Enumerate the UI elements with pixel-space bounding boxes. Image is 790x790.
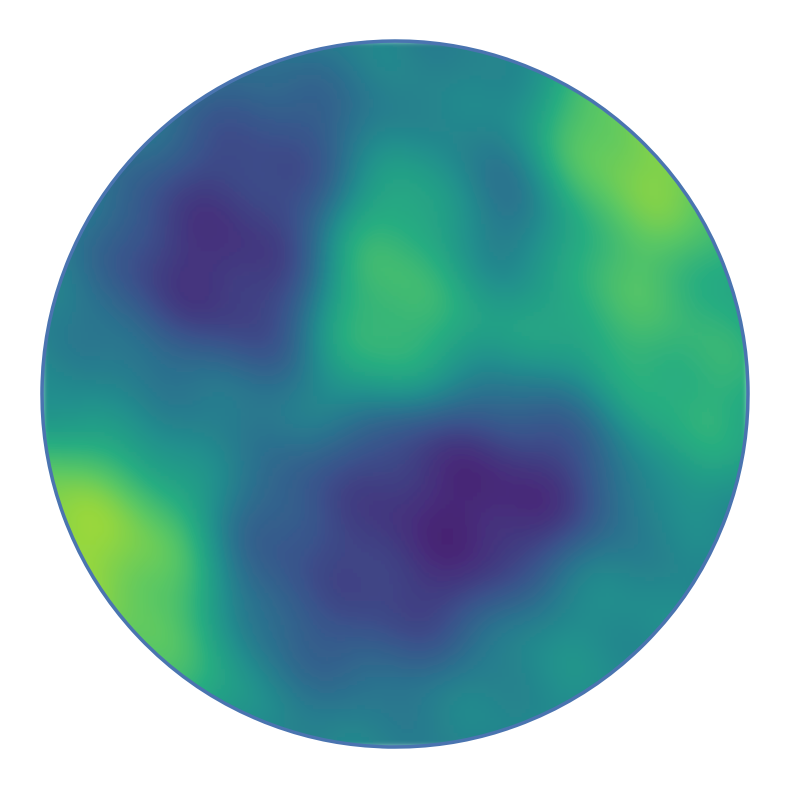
heatmap-field	[42, 41, 748, 747]
heatmap-raster	[42, 41, 748, 747]
disk-boundary	[40, 39, 750, 749]
